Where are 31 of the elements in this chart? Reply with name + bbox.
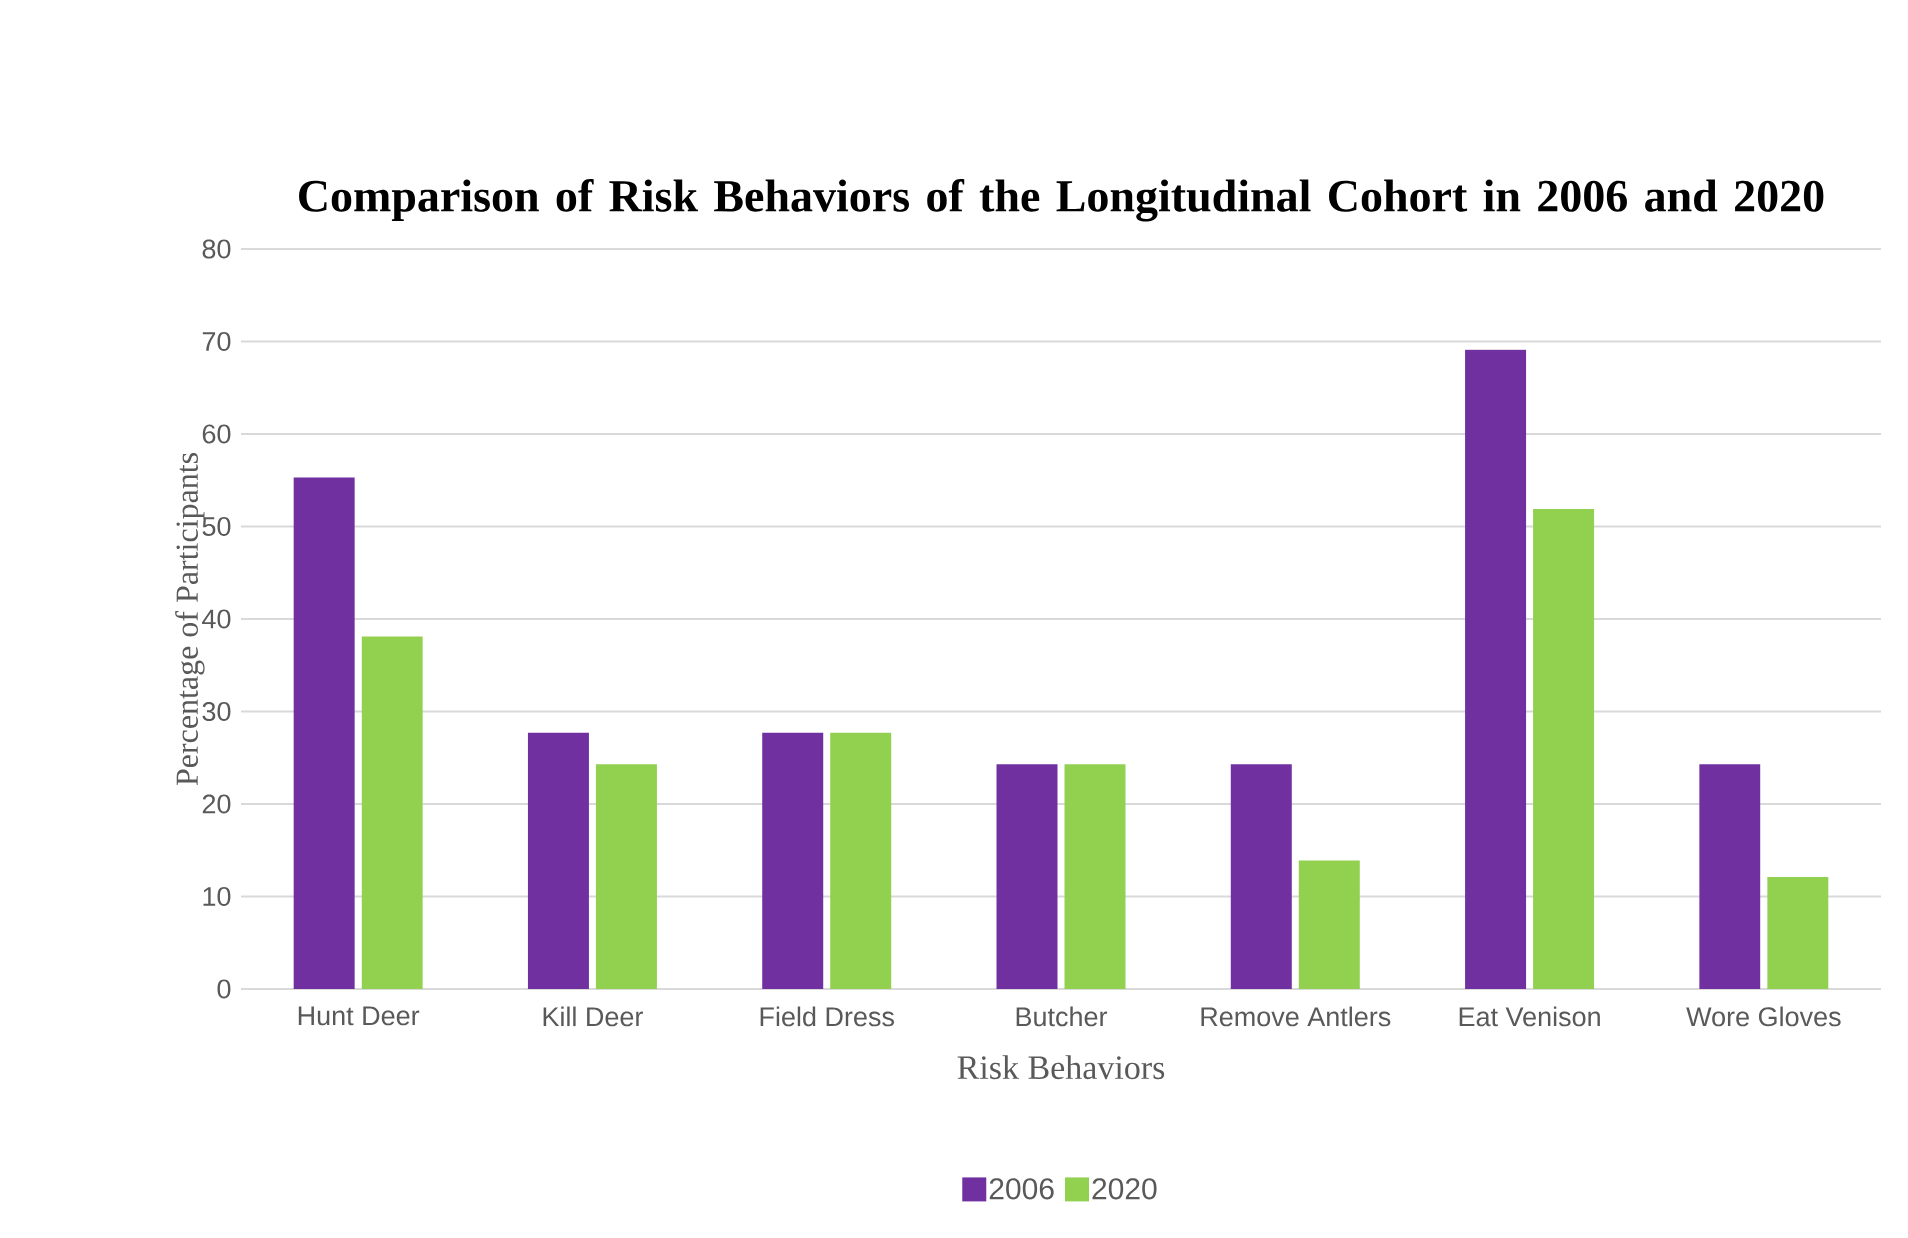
bar [1298, 860, 1360, 989]
x-tick-label: Butcher [1016, 1006, 1108, 1027]
y-tick-label: 80 [202, 239, 231, 259]
legend-label: 2020 [1092, 1178, 1157, 1200]
y-tick-label: 20 [202, 794, 231, 814]
x-tick-label: Hunt Deer [298, 1006, 420, 1026]
bar [293, 477, 355, 989]
bar [1699, 764, 1761, 989]
bar [527, 732, 589, 989]
bar [1230, 764, 1292, 989]
y-tick-label: 70 [202, 331, 231, 352]
bar [830, 732, 892, 989]
x-tick-label: Remove Antlers [1201, 1006, 1391, 1027]
y-tick-label: 10 [203, 886, 231, 907]
legend-label: 2006 [989, 1178, 1054, 1200]
x-tick-label: Wore Gloves [1686, 1006, 1841, 1027]
x-tick-label: Field Dress [760, 1006, 894, 1027]
bar [762, 732, 824, 989]
bar [1064, 764, 1126, 989]
bar [1465, 349, 1527, 989]
chart-title: Comparison of Risk Behaviors of the Longitudinal Cohort in 2006 and 2020 [299, 178, 1824, 222]
bar [1767, 877, 1829, 989]
y-tick-label: 60 [202, 424, 231, 444]
bar [595, 764, 657, 989]
bar [1533, 508, 1595, 989]
bar [996, 764, 1058, 989]
y-tick-label: 0 [217, 979, 231, 999]
bar [361, 636, 423, 989]
x-tick-label: Eat Venison [1459, 1006, 1600, 1027]
x-axis-title: Risk Behaviors [957, 1055, 1165, 1080]
x-tick-label: Kill Deer [543, 1006, 643, 1027]
